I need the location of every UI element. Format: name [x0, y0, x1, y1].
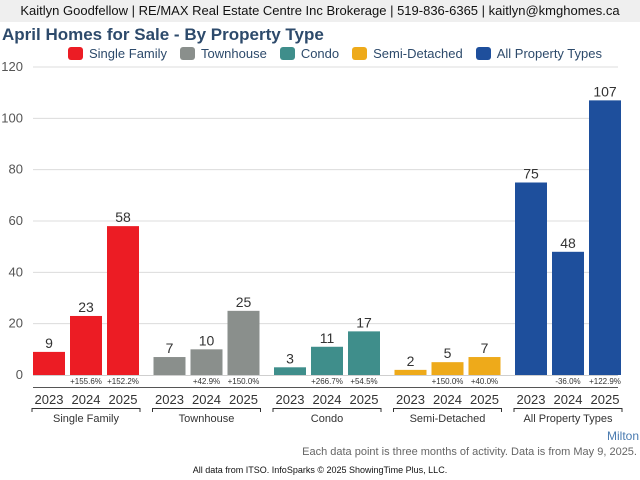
- percent-change-label: -36.0%: [555, 377, 580, 386]
- legend-item-all-property-types[interactable]: All Property Types: [475, 46, 602, 61]
- x-tick-label: 2025: [229, 392, 258, 407]
- bar-value-label: 7: [166, 340, 174, 356]
- bar: [311, 346, 343, 375]
- legend-label: Single Family: [89, 46, 168, 61]
- legend-label: Townhouse: [201, 46, 267, 61]
- group-label: Condo: [311, 413, 343, 425]
- y-tick-label: 20: [9, 316, 23, 331]
- bar: [33, 351, 65, 375]
- x-tick-label: 2025: [109, 392, 138, 407]
- bar-chart: 0204060801001209202323+155.6%202458+152.…: [1, 59, 623, 425]
- group-bracket: [272, 408, 382, 412]
- bar-value-label: 25: [236, 294, 252, 310]
- bar: [431, 362, 464, 375]
- x-tick-label: 2025: [470, 392, 499, 407]
- bar: [190, 349, 223, 375]
- legend-label: Semi-Detached: [373, 46, 463, 61]
- x-tick-label: 2024: [192, 392, 221, 407]
- y-tick-label: 40: [9, 264, 23, 279]
- legend-swatch: [180, 47, 196, 60]
- percent-change-label: +266.7%: [311, 377, 343, 386]
- bar-value-label: 107: [593, 83, 617, 99]
- group-bracket: [513, 408, 623, 412]
- bar: [348, 331, 380, 375]
- y-tick-label: 120: [1, 59, 23, 74]
- group-bracket: [152, 408, 261, 412]
- percent-change-label: +40.0%: [471, 377, 498, 386]
- legend-swatch: [352, 47, 368, 60]
- bar: [227, 310, 260, 375]
- region-label: Milton: [606, 429, 639, 443]
- x-tick-label: 2023: [276, 392, 305, 407]
- percent-change-label: +155.6%: [70, 377, 102, 386]
- percent-change-label: +152.2%: [107, 377, 139, 386]
- x-tick-label: 2025: [350, 392, 379, 407]
- group-label: Single Family: [53, 413, 120, 425]
- percent-change-label: +150.0%: [228, 377, 260, 386]
- y-tick-label: 60: [9, 213, 23, 228]
- bar: [274, 367, 306, 375]
- x-tick-label: 2025: [591, 392, 620, 407]
- group-label: All Property Types: [523, 413, 613, 425]
- percent-change-label: +42.9%: [193, 377, 220, 386]
- bar-value-label: 23: [78, 299, 94, 315]
- bar: [515, 182, 547, 375]
- group-label: Semi-Detached: [410, 413, 486, 425]
- chart-title: April Homes for Sale - By Property Type: [2, 25, 324, 44]
- legend-swatch: [68, 47, 83, 60]
- group-bracket: [393, 408, 502, 412]
- x-tick-label: 2024: [433, 392, 462, 407]
- x-tick-label: 2023: [517, 392, 546, 407]
- legend-label: All Property Types: [496, 46, 602, 61]
- x-tick-label: 2024: [313, 392, 342, 407]
- y-tick-label: 100: [1, 110, 23, 125]
- credit-footer: All data from ITSO. InfoSparks © 2025 Sh…: [192, 465, 448, 475]
- group-bracket: [31, 408, 141, 412]
- bar: [552, 251, 584, 375]
- bar: [589, 100, 621, 375]
- bar: [153, 357, 186, 375]
- legend-swatch: [279, 47, 295, 60]
- bar-value-label: 48: [560, 235, 576, 251]
- x-tick-label: 2023: [396, 392, 425, 407]
- bar-value-label: 9: [45, 335, 53, 351]
- group-label: Townhouse: [179, 413, 235, 425]
- percent-change-label: +54.5%: [350, 377, 377, 386]
- bar-value-label: 75: [523, 166, 539, 182]
- legend-item-townhouse[interactable]: Townhouse: [180, 46, 267, 61]
- bar-value-label: 10: [199, 332, 215, 348]
- x-tick-label: 2024: [554, 392, 583, 407]
- legend-swatch: [475, 47, 491, 60]
- y-tick-label: 0: [16, 367, 23, 382]
- bar-value-label: 3: [286, 350, 294, 366]
- x-tick-label: 2024: [72, 392, 101, 407]
- legend-label: Condo: [300, 46, 340, 61]
- bar: [107, 226, 139, 375]
- bar: [70, 315, 102, 375]
- x-tick-label: 2023: [155, 392, 184, 407]
- bar-value-label: 58: [115, 209, 131, 225]
- legend-item-single-family[interactable]: Single Family: [68, 46, 167, 61]
- percent-change-label: +150.0%: [432, 377, 464, 386]
- percent-change-label: +122.9%: [589, 377, 621, 386]
- bar-value-label: 11: [320, 330, 335, 346]
- data-note: Each data point is three months of activ…: [302, 446, 637, 458]
- bar-value-label: 5: [444, 345, 452, 361]
- legend: Single Family Townhouse Condo Semi-Detac…: [68, 46, 615, 61]
- bar-value-label: 17: [356, 314, 372, 330]
- bar-value-label: 2: [407, 353, 415, 369]
- contact-header: Kaitlyn Goodfellow | RE/MAX Real Estate …: [0, 0, 640, 22]
- bar: [468, 357, 501, 375]
- x-tick-label: 2023: [35, 392, 64, 407]
- legend-item-semi-detached[interactable]: Semi-Detached: [352, 46, 463, 61]
- legend-item-condo[interactable]: Condo: [279, 46, 340, 61]
- bar: [394, 369, 427, 375]
- bar-value-label: 7: [481, 340, 489, 356]
- y-tick-label: 80: [9, 162, 23, 177]
